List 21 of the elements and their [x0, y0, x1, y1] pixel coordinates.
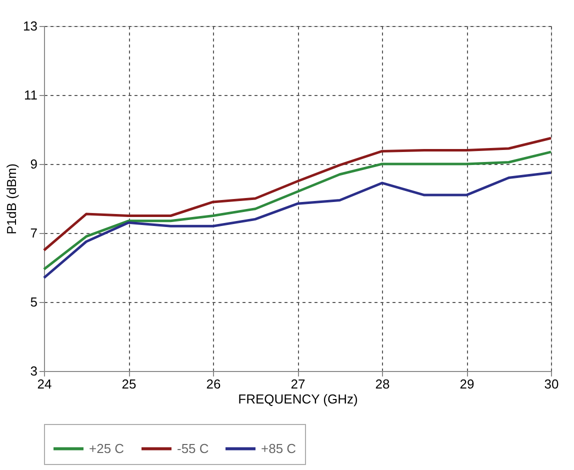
legend-label: +25 C	[89, 440, 124, 456]
x-tick-label: 24	[37, 376, 52, 392]
y-tick-label: 3	[30, 364, 38, 378]
y-tick-label: 11	[24, 88, 38, 102]
line-series	[42, 171, 552, 280]
legend-label: -55 C	[177, 440, 209, 456]
y-tick-label: 13	[23, 18, 38, 34]
x-tick-label: 26	[206, 376, 221, 392]
x-axis-title: FREQUENCY (GHz)	[238, 392, 358, 406]
x-tick-label: 28	[375, 376, 390, 392]
y-tick-label: 5	[30, 294, 38, 310]
y-tick-label: 7	[30, 226, 38, 240]
x-tick-label: 29	[460, 376, 474, 392]
x-tick-label: 30	[544, 376, 559, 392]
line-series	[42, 136, 552, 252]
x-tick-label: 27	[290, 376, 306, 392]
x-tick-label: 25	[122, 376, 136, 392]
line-series	[42, 150, 552, 270]
y-tick-label: 9	[30, 156, 38, 172]
y-axis-title: P1dB (dBm)	[4, 164, 20, 234]
legend-label: +85 C	[261, 440, 296, 456]
